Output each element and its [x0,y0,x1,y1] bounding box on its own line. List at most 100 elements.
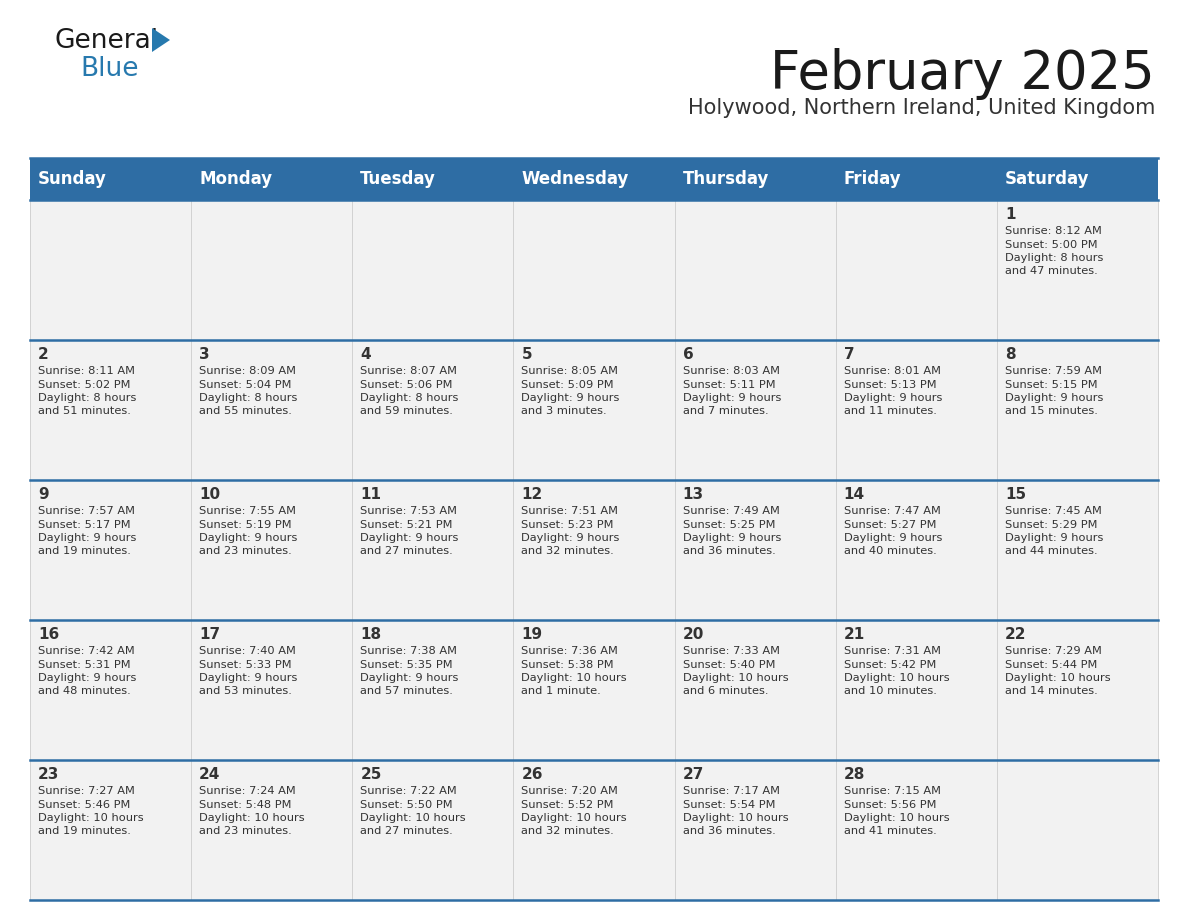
Text: and 11 minutes.: and 11 minutes. [843,407,936,417]
Text: 4: 4 [360,347,371,362]
Text: 19: 19 [522,627,543,642]
Text: Daylight: 9 hours: Daylight: 9 hours [200,533,297,543]
Bar [353,620,513,760]
Text: Sunset: 5:50 PM: Sunset: 5:50 PM [360,800,453,810]
Text: 14: 14 [843,487,865,502]
Text: and 3 minutes.: and 3 minutes. [522,407,607,417]
Text: Sunrise: 7:53 AM: Sunrise: 7:53 AM [360,506,457,516]
Bar [997,480,1158,620]
Text: Sunset: 5:44 PM: Sunset: 5:44 PM [1005,659,1098,669]
Text: and 6 minutes.: and 6 minutes. [683,687,769,697]
Text: Sunrise: 7:45 AM: Sunrise: 7:45 AM [1005,506,1101,516]
Text: Sunrise: 7:42 AM: Sunrise: 7:42 AM [38,646,134,656]
Text: Sunrise: 7:59 AM: Sunrise: 7:59 AM [1005,366,1101,376]
Text: Saturday: Saturday [1005,170,1089,188]
Text: and 1 minute.: and 1 minute. [522,687,601,697]
Bar [835,620,997,760]
Text: General: General [55,28,159,54]
Text: 10: 10 [200,487,220,502]
Bar [513,480,675,620]
Bar [835,158,997,200]
Bar [835,340,997,480]
Bar [191,480,353,620]
Text: and 48 minutes.: and 48 minutes. [38,687,131,697]
Text: Daylight: 10 hours: Daylight: 10 hours [1005,673,1111,683]
Text: Sunrise: 7:47 AM: Sunrise: 7:47 AM [843,506,941,516]
Bar [997,340,1158,480]
Text: 13: 13 [683,487,703,502]
Text: and 27 minutes.: and 27 minutes. [360,826,453,836]
Text: Daylight: 10 hours: Daylight: 10 hours [522,673,627,683]
Text: Sunrise: 8:07 AM: Sunrise: 8:07 AM [360,366,457,376]
Text: and 41 minutes.: and 41 minutes. [843,826,936,836]
Bar [997,200,1158,340]
Bar [191,200,353,340]
Text: and 55 minutes.: and 55 minutes. [200,407,292,417]
Text: and 59 minutes.: and 59 minutes. [360,407,453,417]
Text: 18: 18 [360,627,381,642]
Text: Daylight: 9 hours: Daylight: 9 hours [360,533,459,543]
Text: Sunset: 5:54 PM: Sunset: 5:54 PM [683,800,775,810]
Text: 11: 11 [360,487,381,502]
Text: Sunrise: 7:17 AM: Sunrise: 7:17 AM [683,786,779,796]
Text: Daylight: 9 hours: Daylight: 9 hours [38,673,137,683]
Text: Sunset: 5:00 PM: Sunset: 5:00 PM [1005,240,1098,250]
Text: and 53 minutes.: and 53 minutes. [200,687,292,697]
Bar [353,200,513,340]
Text: and 15 minutes.: and 15 minutes. [1005,407,1098,417]
Text: and 36 minutes.: and 36 minutes. [683,826,776,836]
Text: 17: 17 [200,627,220,642]
Bar [835,760,997,900]
Text: Sunrise: 7:57 AM: Sunrise: 7:57 AM [38,506,135,516]
Text: Daylight: 10 hours: Daylight: 10 hours [843,813,949,823]
Text: 27: 27 [683,767,704,782]
Bar [997,158,1158,200]
Text: Sunrise: 8:01 AM: Sunrise: 8:01 AM [843,366,941,376]
Text: Sunrise: 8:11 AM: Sunrise: 8:11 AM [38,366,135,376]
Text: 5: 5 [522,347,532,362]
Text: and 23 minutes.: and 23 minutes. [200,826,292,836]
Bar [675,620,835,760]
Text: Sunrise: 7:24 AM: Sunrise: 7:24 AM [200,786,296,796]
Bar [191,158,353,200]
Text: Friday: Friday [843,170,902,188]
Bar [513,340,675,480]
Text: Sunset: 5:17 PM: Sunset: 5:17 PM [38,520,131,530]
Polygon shape [152,28,170,52]
Text: Sunrise: 7:22 AM: Sunrise: 7:22 AM [360,786,457,796]
Text: Daylight: 10 hours: Daylight: 10 hours [843,673,949,683]
Bar [191,760,353,900]
Text: 15: 15 [1005,487,1026,502]
Text: Daylight: 9 hours: Daylight: 9 hours [1005,393,1104,403]
Text: Tuesday: Tuesday [360,170,436,188]
Text: Daylight: 10 hours: Daylight: 10 hours [522,813,627,823]
Text: and 27 minutes.: and 27 minutes. [360,546,453,556]
Text: and 19 minutes.: and 19 minutes. [38,826,131,836]
Text: Sunrise: 8:05 AM: Sunrise: 8:05 AM [522,366,619,376]
Text: Sunset: 5:06 PM: Sunset: 5:06 PM [360,379,453,389]
Text: Sunrise: 7:38 AM: Sunrise: 7:38 AM [360,646,457,656]
Text: 9: 9 [38,487,49,502]
Text: and 40 minutes.: and 40 minutes. [843,546,936,556]
Text: 3: 3 [200,347,210,362]
Text: Sunset: 5:23 PM: Sunset: 5:23 PM [522,520,614,530]
Bar [835,480,997,620]
Bar [675,340,835,480]
Bar [353,760,513,900]
Text: Sunset: 5:04 PM: Sunset: 5:04 PM [200,379,291,389]
Text: Blue: Blue [80,56,139,82]
Text: and 32 minutes.: and 32 minutes. [522,546,614,556]
Text: Daylight: 9 hours: Daylight: 9 hours [683,393,781,403]
Text: Daylight: 9 hours: Daylight: 9 hours [1005,533,1104,543]
Bar [191,340,353,480]
Text: Daylight: 9 hours: Daylight: 9 hours [200,673,297,683]
Text: Sunset: 5:27 PM: Sunset: 5:27 PM [843,520,936,530]
Bar [30,760,191,900]
Bar [30,480,191,620]
Text: Sunset: 5:40 PM: Sunset: 5:40 PM [683,659,775,669]
Text: 1: 1 [1005,207,1016,222]
Text: Daylight: 8 hours: Daylight: 8 hours [200,393,297,403]
Bar [353,158,513,200]
Text: Daylight: 9 hours: Daylight: 9 hours [360,673,459,683]
Text: 28: 28 [843,767,865,782]
